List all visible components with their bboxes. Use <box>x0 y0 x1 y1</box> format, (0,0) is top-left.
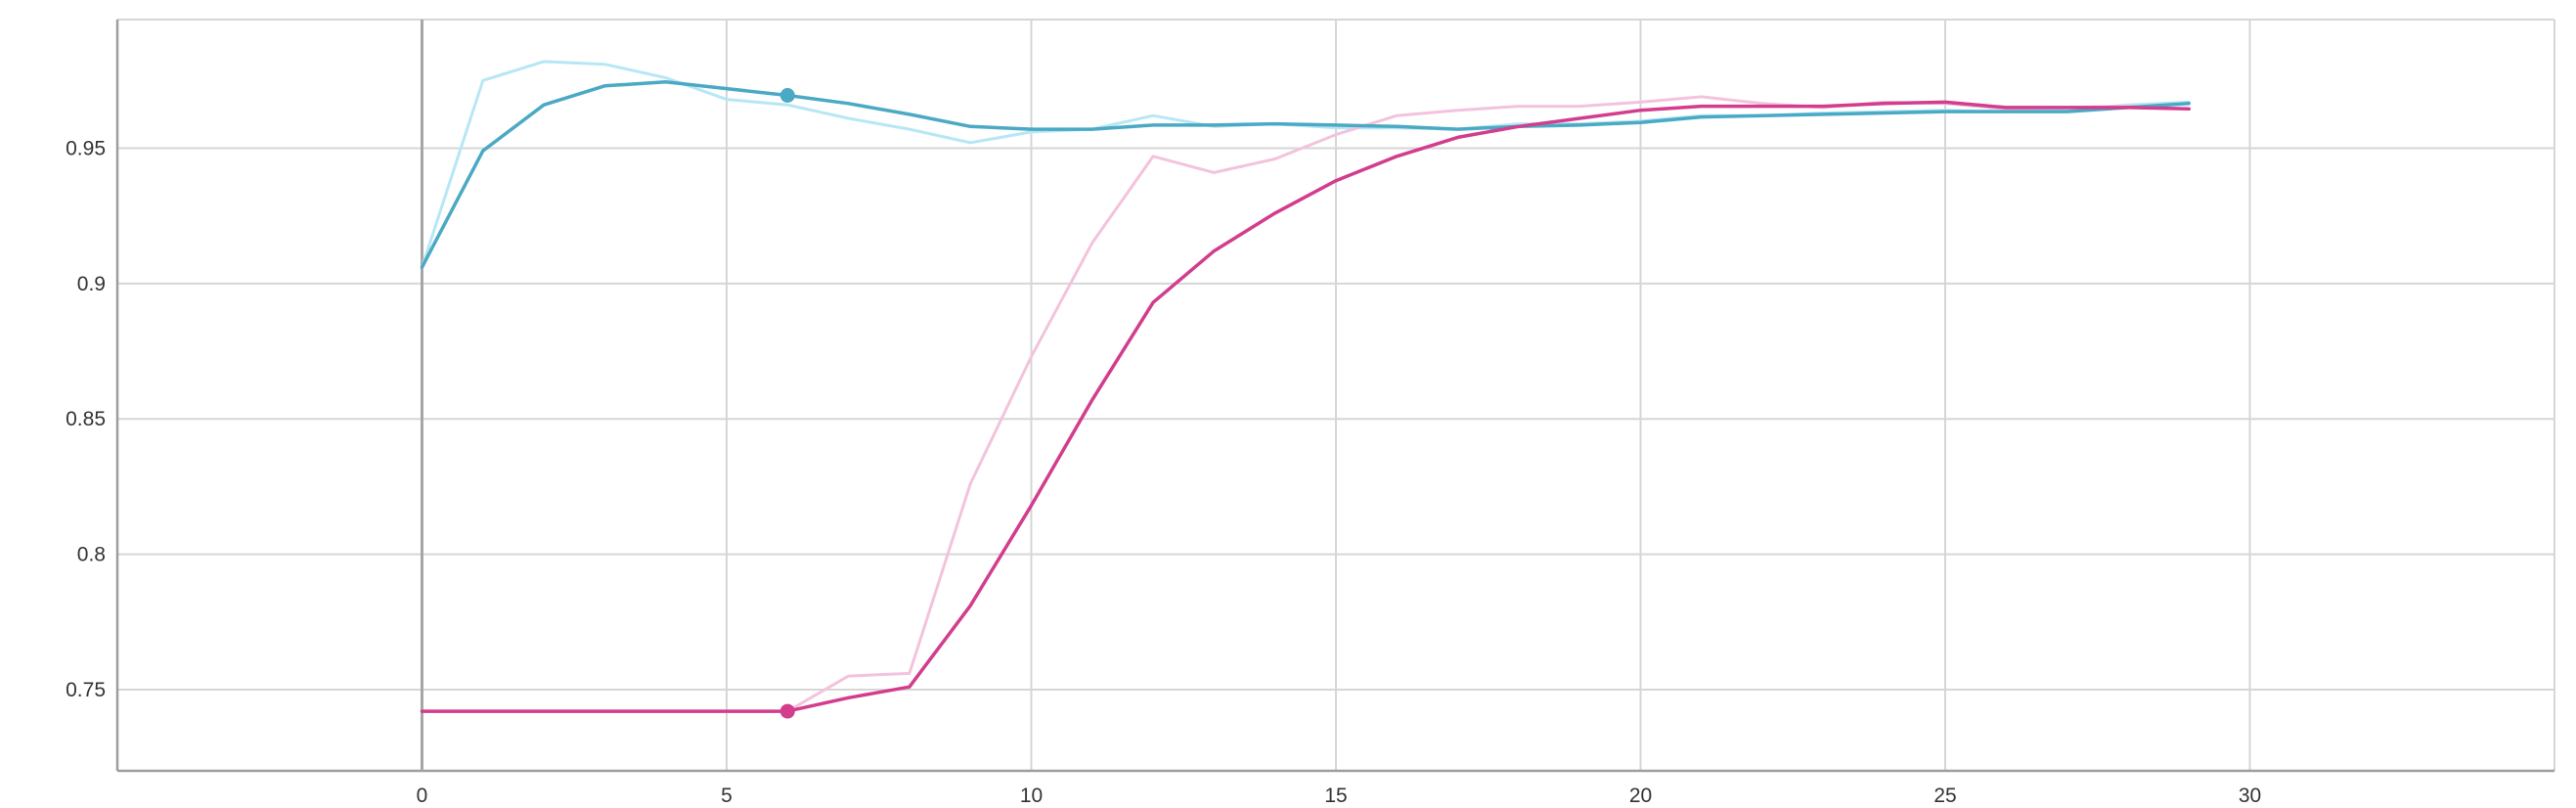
x-tick-label: 15 <box>1324 785 1347 807</box>
x-tick-label: 25 <box>1933 785 1956 807</box>
x-tick-label: 5 <box>721 785 733 807</box>
hover-point-0[interactable] <box>779 87 795 103</box>
series-group <box>420 60 2191 713</box>
x-tick-label: 0 <box>417 785 428 807</box>
x-tick-label: 20 <box>1629 785 1652 807</box>
x-tick-label: 30 <box>2239 785 2261 807</box>
y-tick-label: 0.8 <box>77 544 106 566</box>
y-tick-label: 0.85 <box>66 408 106 430</box>
y-tick-label: 0.75 <box>66 679 106 701</box>
axes <box>115 20 2554 773</box>
grid <box>117 19 2555 771</box>
hover-markers <box>779 87 795 719</box>
series-line-0[interactable] <box>420 79 2191 269</box>
series-line-3[interactable] <box>421 95 2191 713</box>
tick-labels: 0 5 10 15 20 25 30 0.75 0.8 0.85 0.9 0.95 <box>66 137 2261 807</box>
x-tick-label: 10 <box>1020 785 1043 807</box>
y-tick-label: 0.95 <box>66 137 106 159</box>
y-tick-label: 0.9 <box>77 273 106 295</box>
series-line-2[interactable] <box>420 100 2191 713</box>
series-line-1[interactable] <box>421 60 2191 269</box>
hover-point-2[interactable] <box>779 703 795 719</box>
